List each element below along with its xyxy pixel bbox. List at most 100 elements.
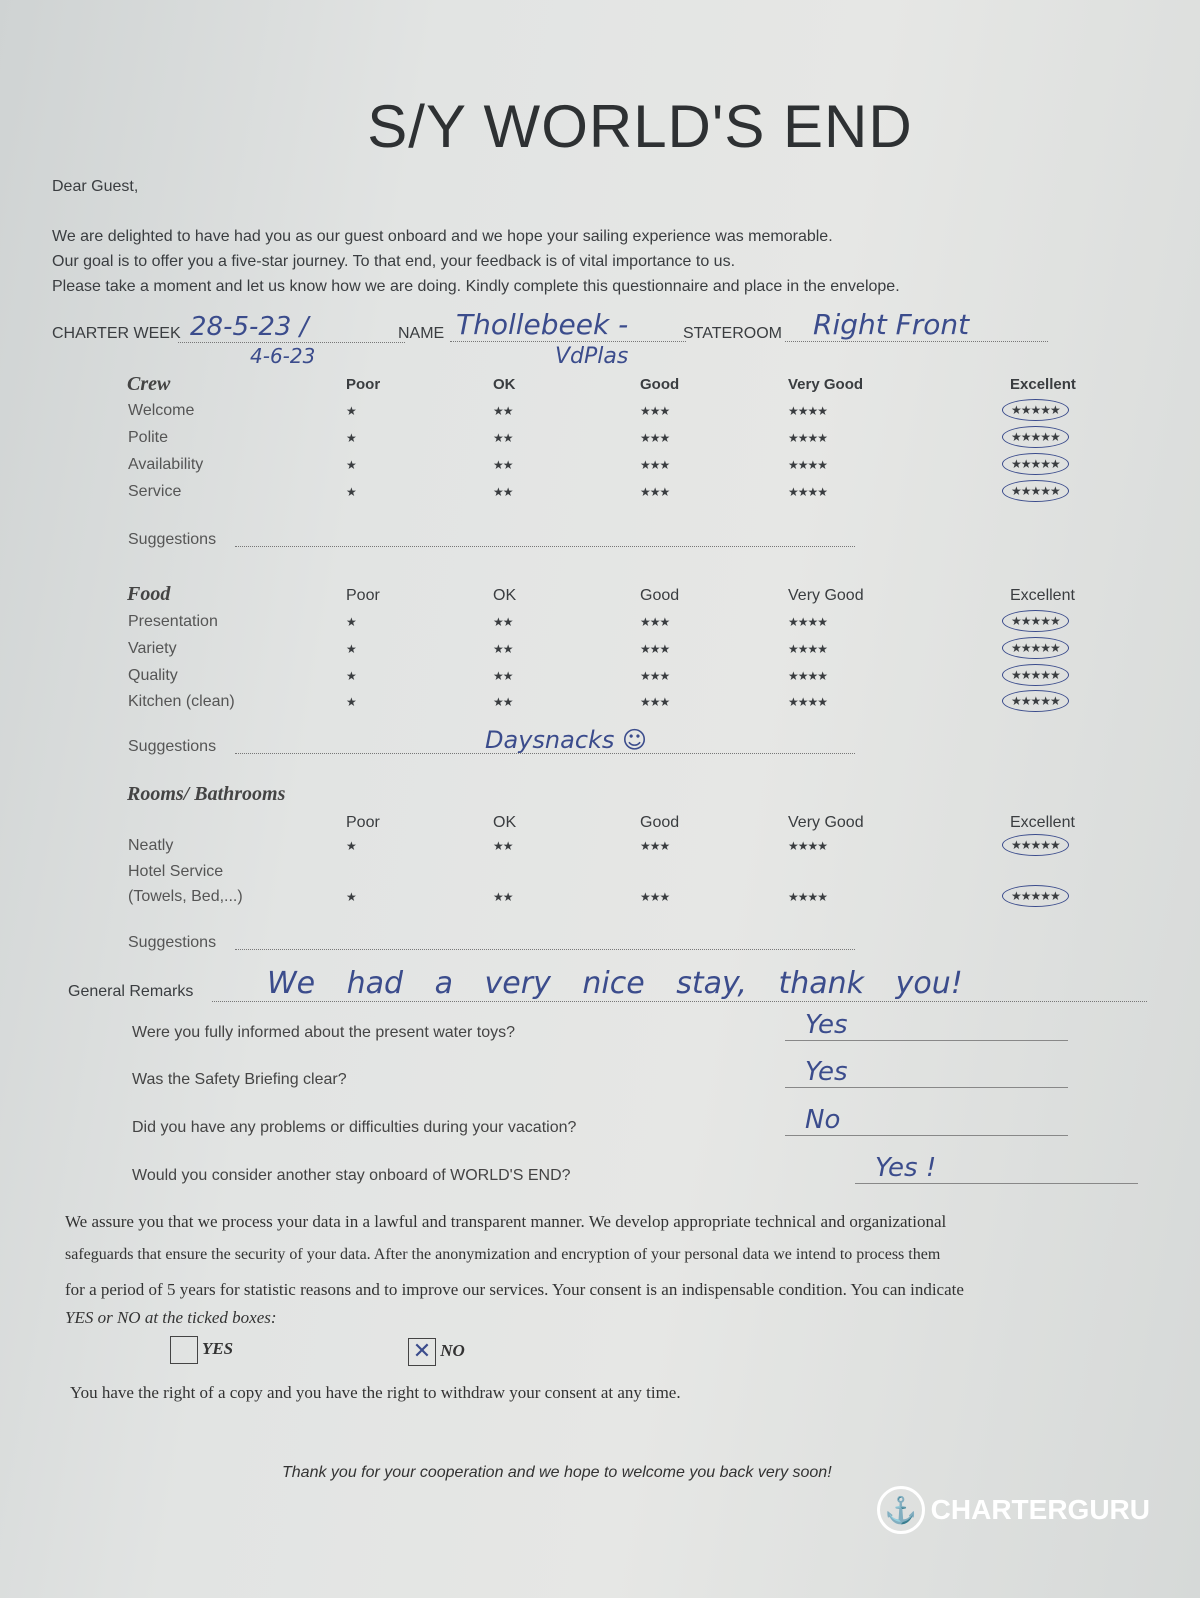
rating-column-header: OK [493, 814, 517, 831]
rating-option[interactable]: ★★★ [640, 642, 670, 656]
rating-option-selected[interactable]: ★★★★★ [1002, 610, 1069, 632]
rating-option[interactable]: ★★★ [640, 839, 670, 853]
rating-option[interactable]: ★★★ [640, 458, 670, 472]
stateroom-field[interactable]: Right Front [785, 308, 1048, 342]
rating-option[interactable]: ★★ [493, 615, 513, 629]
rating-column-header: Poor [346, 814, 380, 831]
rating-column-header: OK [493, 376, 516, 393]
rating-option[interactable]: ★★ [493, 431, 513, 445]
general-remarks-field[interactable]: We had a very nice stay, thank you! [212, 966, 1147, 1002]
rating-column-header: Excellent [1010, 814, 1075, 831]
rating-option[interactable]: ★★★★ [788, 839, 828, 853]
rating-item-label: Neatly [128, 837, 174, 854]
rating-option-selected[interactable]: ★★★★★ [1002, 453, 1069, 475]
rating-option[interactable]: ★★ [493, 695, 513, 709]
rating-column-header: OK [493, 587, 517, 604]
suggestions-label: Suggestions [128, 531, 217, 548]
consent-no[interactable]: ✕ NO [408, 1338, 465, 1366]
rating-option-selected[interactable]: ★★★★★ [1002, 637, 1069, 659]
rating-option-selected[interactable]: ★★★★★ [1002, 664, 1069, 686]
rating-item-label-line2: (Towels, Bed,...) [128, 888, 243, 905]
rating-item-label: Presentation [128, 613, 218, 630]
suggestions-label: Suggestions [128, 934, 217, 951]
rating-option[interactable]: ★★ [493, 642, 513, 656]
rating-option[interactable]: ★★★★ [788, 485, 828, 499]
rating-option[interactable]: ★ [346, 695, 357, 709]
question-text: Was the Safety Briefing clear? [132, 1071, 347, 1088]
rating-option-selected[interactable]: ★★★★★ [1002, 834, 1069, 856]
rating-option[interactable]: ★★★★ [788, 890, 828, 904]
rating-option-selected[interactable]: ★★★★★ [1002, 399, 1069, 421]
page-title: S/Y WORLD'S END [367, 93, 913, 160]
question-text: Did you have any problems or difficultie… [132, 1119, 577, 1136]
question-answer[interactable]: No [785, 1105, 1068, 1136]
question-answer[interactable]: Yes ! [855, 1153, 1138, 1184]
yes-checkbox[interactable] [170, 1336, 198, 1364]
rating-option[interactable]: ★★★★ [788, 431, 828, 445]
rating-option[interactable]: ★★★ [640, 615, 670, 629]
rating-item-label: Kitchen (clean) [128, 693, 235, 710]
rating-item-label: Service [128, 483, 182, 500]
rating-option[interactable]: ★★ [493, 669, 513, 683]
rating-option[interactable]: ★★★ [640, 669, 670, 683]
rating-option[interactable]: ★★★ [640, 695, 670, 709]
general-remarks-label: General Remarks [68, 983, 194, 1000]
rating-option[interactable]: ★★★★ [788, 404, 828, 418]
rating-option[interactable]: ★ [346, 404, 357, 418]
rating-option-selected[interactable]: ★★★★★ [1002, 885, 1069, 907]
rating-option[interactable]: ★ [346, 890, 357, 904]
rating-column-header: Good [640, 587, 680, 604]
suggestions-field[interactable] [235, 922, 855, 950]
question-answer[interactable]: Yes [785, 1057, 1068, 1088]
rating-option[interactable]: ★★ [493, 458, 513, 472]
rating-option[interactable]: ★ [346, 431, 357, 445]
stateroom-label: STATEROOM [683, 325, 782, 342]
question-answer[interactable]: Yes [785, 1010, 1068, 1041]
rating-option[interactable]: ★★★★ [788, 642, 828, 656]
rating-option[interactable]: ★★ [493, 404, 513, 418]
consent-yes[interactable]: YES [170, 1336, 233, 1364]
charterguru-watermark: ⚓ CHARTERGURU [876, 1486, 1150, 1534]
name-field[interactable]: Thollebeek - [450, 308, 686, 342]
suggestions-field[interactable] [235, 519, 855, 547]
rating-option[interactable]: ★ [346, 615, 357, 629]
privacy-line: for a period of 5 years for statistic re… [65, 1280, 964, 1299]
section-title: Food [127, 583, 171, 605]
rating-option[interactable]: ★ [346, 485, 357, 499]
rating-option[interactable]: ★★★★ [788, 669, 828, 683]
rating-item-label: Variety [128, 640, 177, 657]
rating-option[interactable]: ★★★ [640, 485, 670, 499]
rating-column-header: Excellent [1010, 587, 1075, 604]
rating-option[interactable]: ★★ [493, 839, 513, 853]
greeting: Dear Guest, [52, 178, 139, 195]
rating-option[interactable]: ★★★ [640, 404, 670, 418]
rating-option-selected[interactable]: ★★★★★ [1002, 690, 1069, 712]
charter-week-field[interactable]: 28-5-23 / [178, 312, 405, 343]
suggestions-field[interactable]: Daysnacks ☺ [235, 726, 855, 754]
rating-option[interactable]: ★★ [493, 485, 513, 499]
rating-column-header: Very Good [788, 814, 864, 831]
rating-option[interactable]: ★ [346, 642, 357, 656]
rating-option[interactable]: ★ [346, 669, 357, 683]
closing-text: Thank you for your cooperation and we ho… [282, 1464, 832, 1481]
rating-option-selected[interactable]: ★★★★★ [1002, 480, 1069, 502]
rating-item-label: Polite [128, 429, 169, 446]
rating-option-selected[interactable]: ★★★★★ [1002, 426, 1069, 448]
question-text: Were you fully informed about the presen… [132, 1024, 516, 1041]
rating-option[interactable]: ★★★ [640, 431, 670, 445]
rating-option[interactable]: ★★ [493, 890, 513, 904]
rating-option[interactable]: ★ [346, 458, 357, 472]
name-field-line2: VdPlas [555, 344, 629, 369]
rating-option[interactable]: ★★★ [640, 890, 670, 904]
rating-option[interactable]: ★★★★ [788, 695, 828, 709]
rating-option[interactable]: ★★★★ [788, 615, 828, 629]
rating-option[interactable]: ★★★★ [788, 458, 828, 472]
rating-column-header: Excellent [1010, 376, 1076, 393]
rating-column-header: Poor [346, 376, 381, 393]
rating-column-header: Poor [346, 587, 380, 604]
no-checkbox[interactable]: ✕ [408, 1338, 436, 1366]
rating-option[interactable]: ★ [346, 839, 357, 853]
name-label: NAME [398, 325, 445, 342]
charter-week-field-line2: 4-6-23 [250, 344, 316, 368]
